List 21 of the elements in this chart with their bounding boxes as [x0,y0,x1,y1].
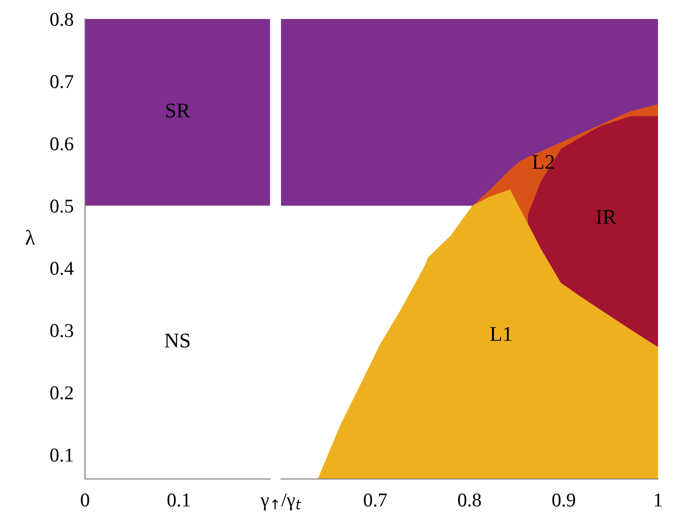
y-axis-title: λ [26,230,36,245]
x-tick-label: 1 [654,494,662,506]
y-tick-label: 0.3 [50,324,74,338]
y-tick-label: 0.5 [50,200,74,213]
y-tick-label: 0.1 [50,448,73,462]
band-label: NS [164,334,190,348]
x-tick-label: 0.7 [364,493,387,507]
y-tick-label: 0.7 [50,75,74,88]
x-tick-label: 0.1 [167,493,190,507]
series-label: L1 [490,327,512,341]
y-tick-label: 0.8 [50,12,74,26]
y-tick-label: 0.2 [50,386,73,400]
y-tick-label: 0.4 [50,262,74,276]
x-tick-label: 0.8 [458,493,481,507]
x-tick-label: 0.9 [552,493,576,507]
series-label: L2 [532,155,554,169]
x-tick-label: 0 [80,493,90,507]
band-label: SR [166,104,190,118]
series-label: IR [596,210,616,224]
x-tick-label: γ$_{↑}$/γ$_{t}$ [260,493,302,510]
y-tick-label: 0.6 [50,137,74,151]
